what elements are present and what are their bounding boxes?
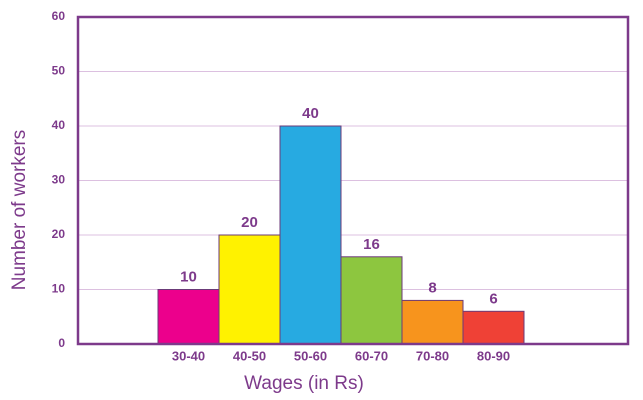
y-tick-label: 50 (52, 64, 66, 78)
x-axis-title: Wages (in Rs) (244, 373, 364, 394)
x-tick-label: 40-50 (233, 348, 266, 363)
bar (218, 234, 281, 345)
y-tick-label: 10 (52, 282, 66, 296)
bar (401, 299, 464, 345)
y-axis-title: Number of workers (9, 130, 30, 291)
value-label: 6 (489, 290, 497, 307)
value-label: 40 (302, 105, 319, 122)
bar (279, 125, 342, 345)
bar (340, 256, 403, 345)
y-tick-label: 20 (52, 227, 66, 241)
value-label: 8 (428, 279, 436, 296)
plot-frame (76, 15, 630, 346)
x-tick-label: 60-70 (355, 348, 388, 363)
y-tick-label: 30 (52, 173, 66, 187)
y-tick-label: 0 (58, 336, 65, 350)
value-label: 20 (241, 214, 258, 231)
bar (462, 310, 525, 345)
value-label: 16 (363, 236, 380, 253)
x-tick-label: 50-60 (294, 348, 327, 363)
x-tick-label: 30-40 (172, 348, 205, 363)
y-tick-label: 60 (52, 9, 66, 23)
x-tick-label: 80-90 (477, 348, 510, 363)
x-tick-label: 70-80 (416, 348, 449, 363)
y-tick-label: 40 (52, 118, 66, 132)
value-label: 10 (180, 268, 197, 285)
bar (157, 289, 220, 345)
